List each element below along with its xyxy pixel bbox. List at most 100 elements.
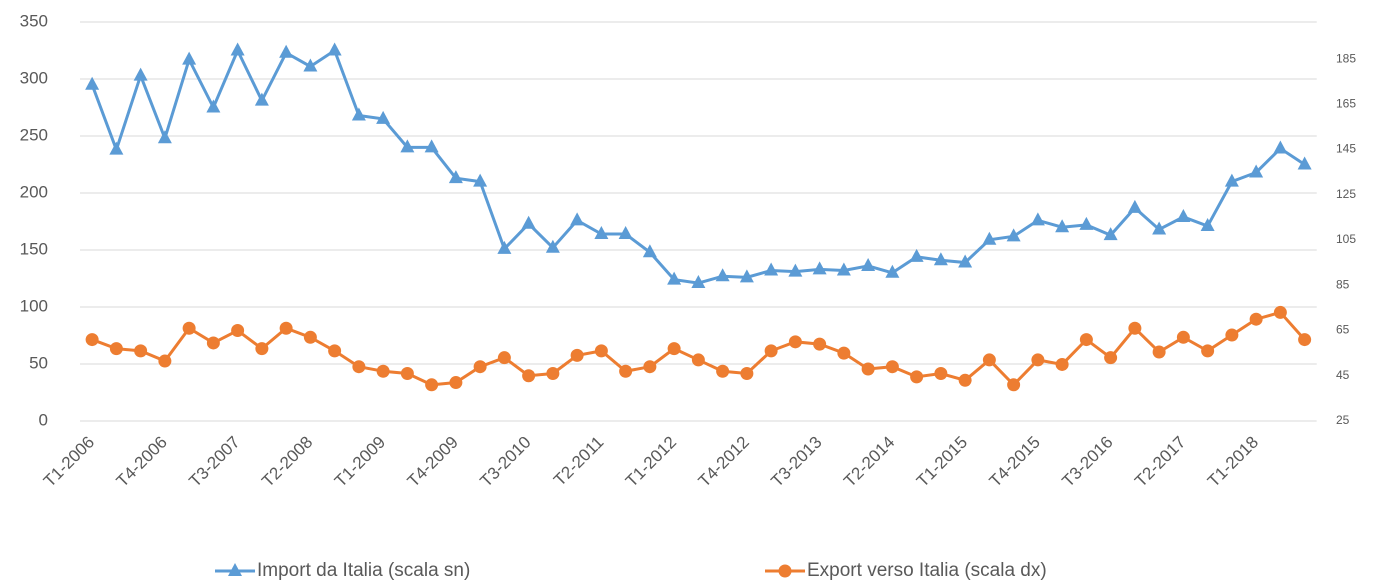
marker — [788, 263, 803, 277]
x-tick-label: T1-2015 — [913, 433, 971, 491]
marker — [85, 76, 100, 90]
marker — [158, 354, 172, 368]
marker — [522, 369, 536, 383]
marker — [206, 336, 220, 350]
marker — [1055, 219, 1070, 233]
y2-tick-label: 25 — [1336, 413, 1350, 427]
marker — [473, 173, 488, 187]
x-tick-label: T2-2011 — [550, 433, 607, 490]
marker — [715, 268, 730, 282]
series-line — [91, 310, 1306, 387]
marker — [328, 344, 342, 358]
marker — [279, 44, 294, 58]
marker — [424, 139, 439, 153]
x-tick-label: T4-2006 — [113, 433, 171, 491]
marker — [1224, 173, 1239, 187]
marker — [351, 107, 366, 121]
marker — [836, 262, 851, 276]
marker — [1273, 305, 1287, 319]
marker — [642, 244, 657, 258]
marker — [1103, 227, 1118, 241]
marker — [594, 344, 608, 358]
marker — [254, 92, 269, 106]
marker — [400, 367, 414, 380]
marker — [449, 376, 463, 390]
marker — [958, 254, 973, 268]
marker — [1176, 208, 1191, 222]
marker — [1031, 353, 1045, 367]
x-tick-label: T4-2012 — [695, 433, 753, 491]
marker — [812, 261, 827, 275]
x-tick-label: T2-2014 — [840, 433, 898, 491]
marker — [1055, 357, 1069, 371]
marker — [1225, 328, 1239, 342]
y-tick-label: 150 — [20, 239, 48, 258]
marker — [934, 367, 948, 380]
marker — [1104, 351, 1118, 365]
x-tick-label: T1-2006 — [40, 433, 98, 491]
marker — [910, 370, 924, 384]
marker — [570, 212, 585, 226]
marker — [1030, 212, 1045, 226]
y2-tick-label: 165 — [1336, 97, 1356, 111]
marker — [303, 330, 317, 344]
x-tick-label: T3-2013 — [767, 433, 825, 491]
marker — [691, 353, 705, 367]
marker — [1127, 199, 1142, 213]
marker — [230, 42, 245, 56]
marker — [182, 51, 197, 65]
marker — [885, 360, 899, 374]
marker — [157, 130, 172, 144]
series-line — [90, 46, 1306, 285]
y-tick-label: 100 — [20, 296, 48, 315]
marker — [497, 351, 511, 365]
marker — [667, 342, 681, 356]
y2-tick-label: 125 — [1336, 187, 1356, 201]
y-tick-label: 200 — [20, 182, 48, 201]
marker — [1273, 140, 1288, 154]
x-tick-label: T2-2017 — [1131, 433, 1189, 491]
y2-tick-label: 85 — [1336, 277, 1350, 291]
marker — [618, 226, 633, 240]
marker — [667, 271, 682, 285]
marker — [109, 141, 124, 155]
marker — [1007, 378, 1021, 392]
marker — [691, 275, 706, 289]
legend-label: Export verso Italia (scala dx) — [807, 560, 1047, 581]
x-tick-label: T1-2018 — [1204, 433, 1262, 491]
marker — [1249, 164, 1264, 178]
marker — [764, 262, 779, 276]
marker — [109, 342, 123, 356]
marker — [861, 362, 875, 376]
y2-tick-label: 105 — [1336, 232, 1356, 246]
marker — [1152, 221, 1167, 235]
y2-tick-label: 65 — [1336, 323, 1350, 337]
x-tick-label: T3-2007 — [185, 433, 243, 491]
marker — [1079, 216, 1094, 230]
y2-tick-label: 45 — [1336, 368, 1350, 382]
marker — [739, 269, 754, 283]
y-tick-label: 50 — [29, 353, 48, 372]
x-tick-label: T1-2012 — [622, 433, 680, 491]
marker — [643, 360, 657, 374]
marker — [1297, 156, 1312, 170]
marker — [813, 337, 827, 351]
y-tick-label: 250 — [20, 125, 48, 144]
marker — [206, 99, 221, 113]
marker — [909, 248, 924, 262]
marker — [837, 346, 851, 360]
marker — [982, 353, 996, 367]
marker — [255, 342, 269, 356]
y2-tick-label: 145 — [1336, 142, 1356, 156]
marker — [1128, 321, 1142, 335]
x-tick-label: T3-2010 — [476, 433, 534, 491]
marker — [619, 364, 633, 378]
marker — [958, 373, 972, 387]
marker — [982, 231, 997, 245]
y-tick-label: 350 — [20, 11, 48, 30]
marker — [1006, 228, 1021, 242]
marker — [376, 364, 390, 378]
marker — [85, 333, 99, 347]
